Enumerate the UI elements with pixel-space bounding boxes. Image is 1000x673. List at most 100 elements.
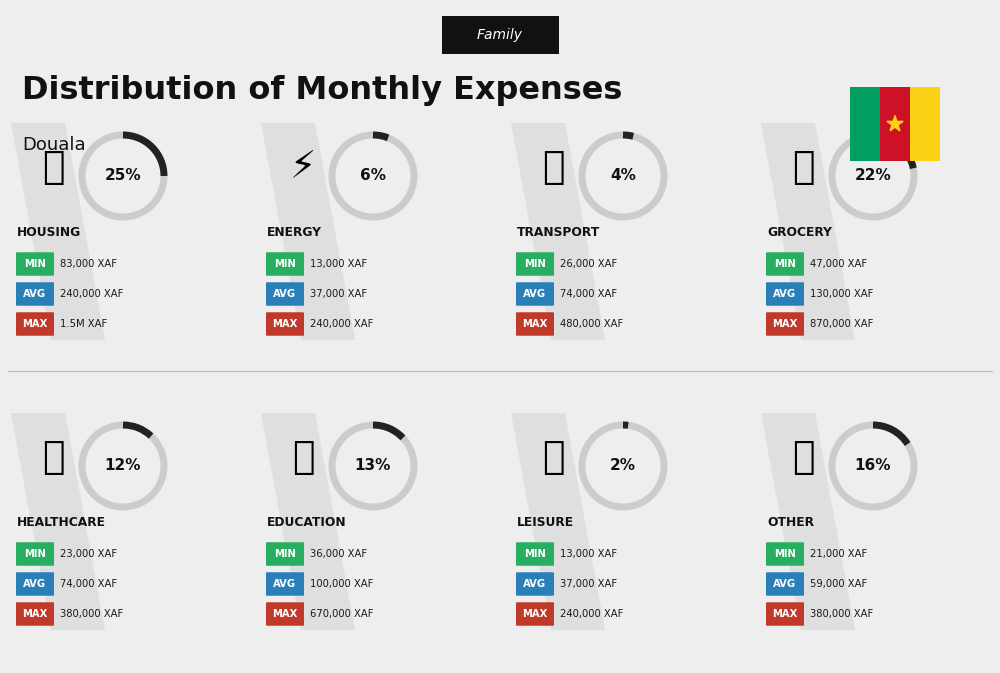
FancyBboxPatch shape [766,572,804,596]
Text: Distribution of Monthly Expenses: Distribution of Monthly Expenses [22,75,622,106]
Text: 240,000 XAF: 240,000 XAF [310,319,373,329]
Text: AVG: AVG [273,289,297,299]
FancyBboxPatch shape [266,312,304,336]
FancyBboxPatch shape [516,542,554,566]
Text: 83,000 XAF: 83,000 XAF [60,259,117,269]
Text: 36,000 XAF: 36,000 XAF [310,549,367,559]
Text: 4%: 4% [610,168,636,184]
Text: 47,000 XAF: 47,000 XAF [810,259,867,269]
Text: GROCERY: GROCERY [767,225,832,238]
FancyBboxPatch shape [516,282,554,306]
Text: 🛒: 🛒 [792,150,814,186]
Text: 12%: 12% [105,458,141,474]
Text: 380,000 XAF: 380,000 XAF [810,609,873,619]
Text: 37,000 XAF: 37,000 XAF [560,579,617,589]
Text: 380,000 XAF: 380,000 XAF [60,609,123,619]
Text: MIN: MIN [274,259,296,269]
Text: MAX: MAX [522,319,548,329]
Text: MAX: MAX [22,609,48,619]
Text: MIN: MIN [24,259,46,269]
Text: MIN: MIN [774,549,796,559]
Text: AVG: AVG [773,289,797,299]
FancyBboxPatch shape [16,312,54,336]
Text: 59,000 XAF: 59,000 XAF [810,579,867,589]
Text: OTHER: OTHER [767,516,814,528]
FancyBboxPatch shape [266,252,304,276]
FancyBboxPatch shape [766,602,804,626]
Text: 74,000 XAF: 74,000 XAF [60,579,117,589]
Text: AVG: AVG [23,289,47,299]
FancyBboxPatch shape [516,312,554,336]
Text: 🎓: 🎓 [292,440,314,476]
FancyBboxPatch shape [266,602,304,626]
Text: MAX: MAX [522,609,548,619]
Text: MIN: MIN [274,549,296,559]
Polygon shape [761,123,855,340]
Text: Douala: Douala [22,136,86,154]
Text: EDUCATION: EDUCATION [267,516,347,528]
Text: 130,000 XAF: 130,000 XAF [810,289,873,299]
Text: AVG: AVG [773,579,797,589]
Text: 13,000 XAF: 13,000 XAF [560,549,617,559]
Text: HEALTHCARE: HEALTHCARE [17,516,106,528]
Text: 1.5M XAF: 1.5M XAF [60,319,107,329]
FancyBboxPatch shape [266,572,304,596]
Text: 670,000 XAF: 670,000 XAF [310,609,373,619]
Text: 13%: 13% [355,458,391,474]
Text: 22%: 22% [855,168,891,184]
Text: 🛍: 🛍 [542,440,564,476]
Text: MIN: MIN [524,259,546,269]
Text: 13,000 XAF: 13,000 XAF [310,259,367,269]
Text: 74,000 XAF: 74,000 XAF [560,289,617,299]
FancyBboxPatch shape [16,282,54,306]
Polygon shape [511,413,605,630]
Text: MIN: MIN [24,549,46,559]
Text: TRANSPORT: TRANSPORT [517,225,600,238]
Polygon shape [261,123,355,340]
Text: AVG: AVG [23,579,47,589]
FancyBboxPatch shape [850,87,880,161]
Text: 🏥: 🏥 [42,440,64,476]
Text: MAX: MAX [772,319,798,329]
Text: 23,000 XAF: 23,000 XAF [60,549,117,559]
Text: 26,000 XAF: 26,000 XAF [560,259,617,269]
Polygon shape [511,123,605,340]
Text: AVG: AVG [523,579,547,589]
Text: 480,000 XAF: 480,000 XAF [560,319,623,329]
Text: 25%: 25% [105,168,141,184]
FancyBboxPatch shape [766,252,804,276]
FancyBboxPatch shape [16,542,54,566]
Text: MAX: MAX [272,319,298,329]
Text: LEISURE: LEISURE [517,516,574,528]
FancyBboxPatch shape [516,602,554,626]
Text: HOUSING: HOUSING [17,225,81,238]
Text: 16%: 16% [855,458,891,474]
Text: MAX: MAX [22,319,48,329]
Text: 100,000 XAF: 100,000 XAF [310,579,373,589]
Polygon shape [261,413,355,630]
Text: Family: Family [477,28,523,42]
Text: AVG: AVG [523,289,547,299]
FancyBboxPatch shape [16,252,54,276]
Text: 🏢: 🏢 [42,150,64,186]
FancyBboxPatch shape [16,602,54,626]
Text: 🚌: 🚌 [542,150,564,186]
Text: 💰: 💰 [792,440,814,476]
FancyBboxPatch shape [266,282,304,306]
Polygon shape [11,413,105,630]
FancyBboxPatch shape [442,16,558,54]
FancyBboxPatch shape [766,282,804,306]
Text: 21,000 XAF: 21,000 XAF [810,549,867,559]
Text: 870,000 XAF: 870,000 XAF [810,319,873,329]
FancyBboxPatch shape [766,312,804,336]
Text: MAX: MAX [272,609,298,619]
FancyBboxPatch shape [266,542,304,566]
Text: MAX: MAX [772,609,798,619]
FancyBboxPatch shape [516,252,554,276]
Text: ⚡: ⚡ [290,150,316,186]
FancyBboxPatch shape [16,572,54,596]
Text: MIN: MIN [774,259,796,269]
Polygon shape [11,123,105,340]
Text: AVG: AVG [273,579,297,589]
FancyBboxPatch shape [766,542,804,566]
